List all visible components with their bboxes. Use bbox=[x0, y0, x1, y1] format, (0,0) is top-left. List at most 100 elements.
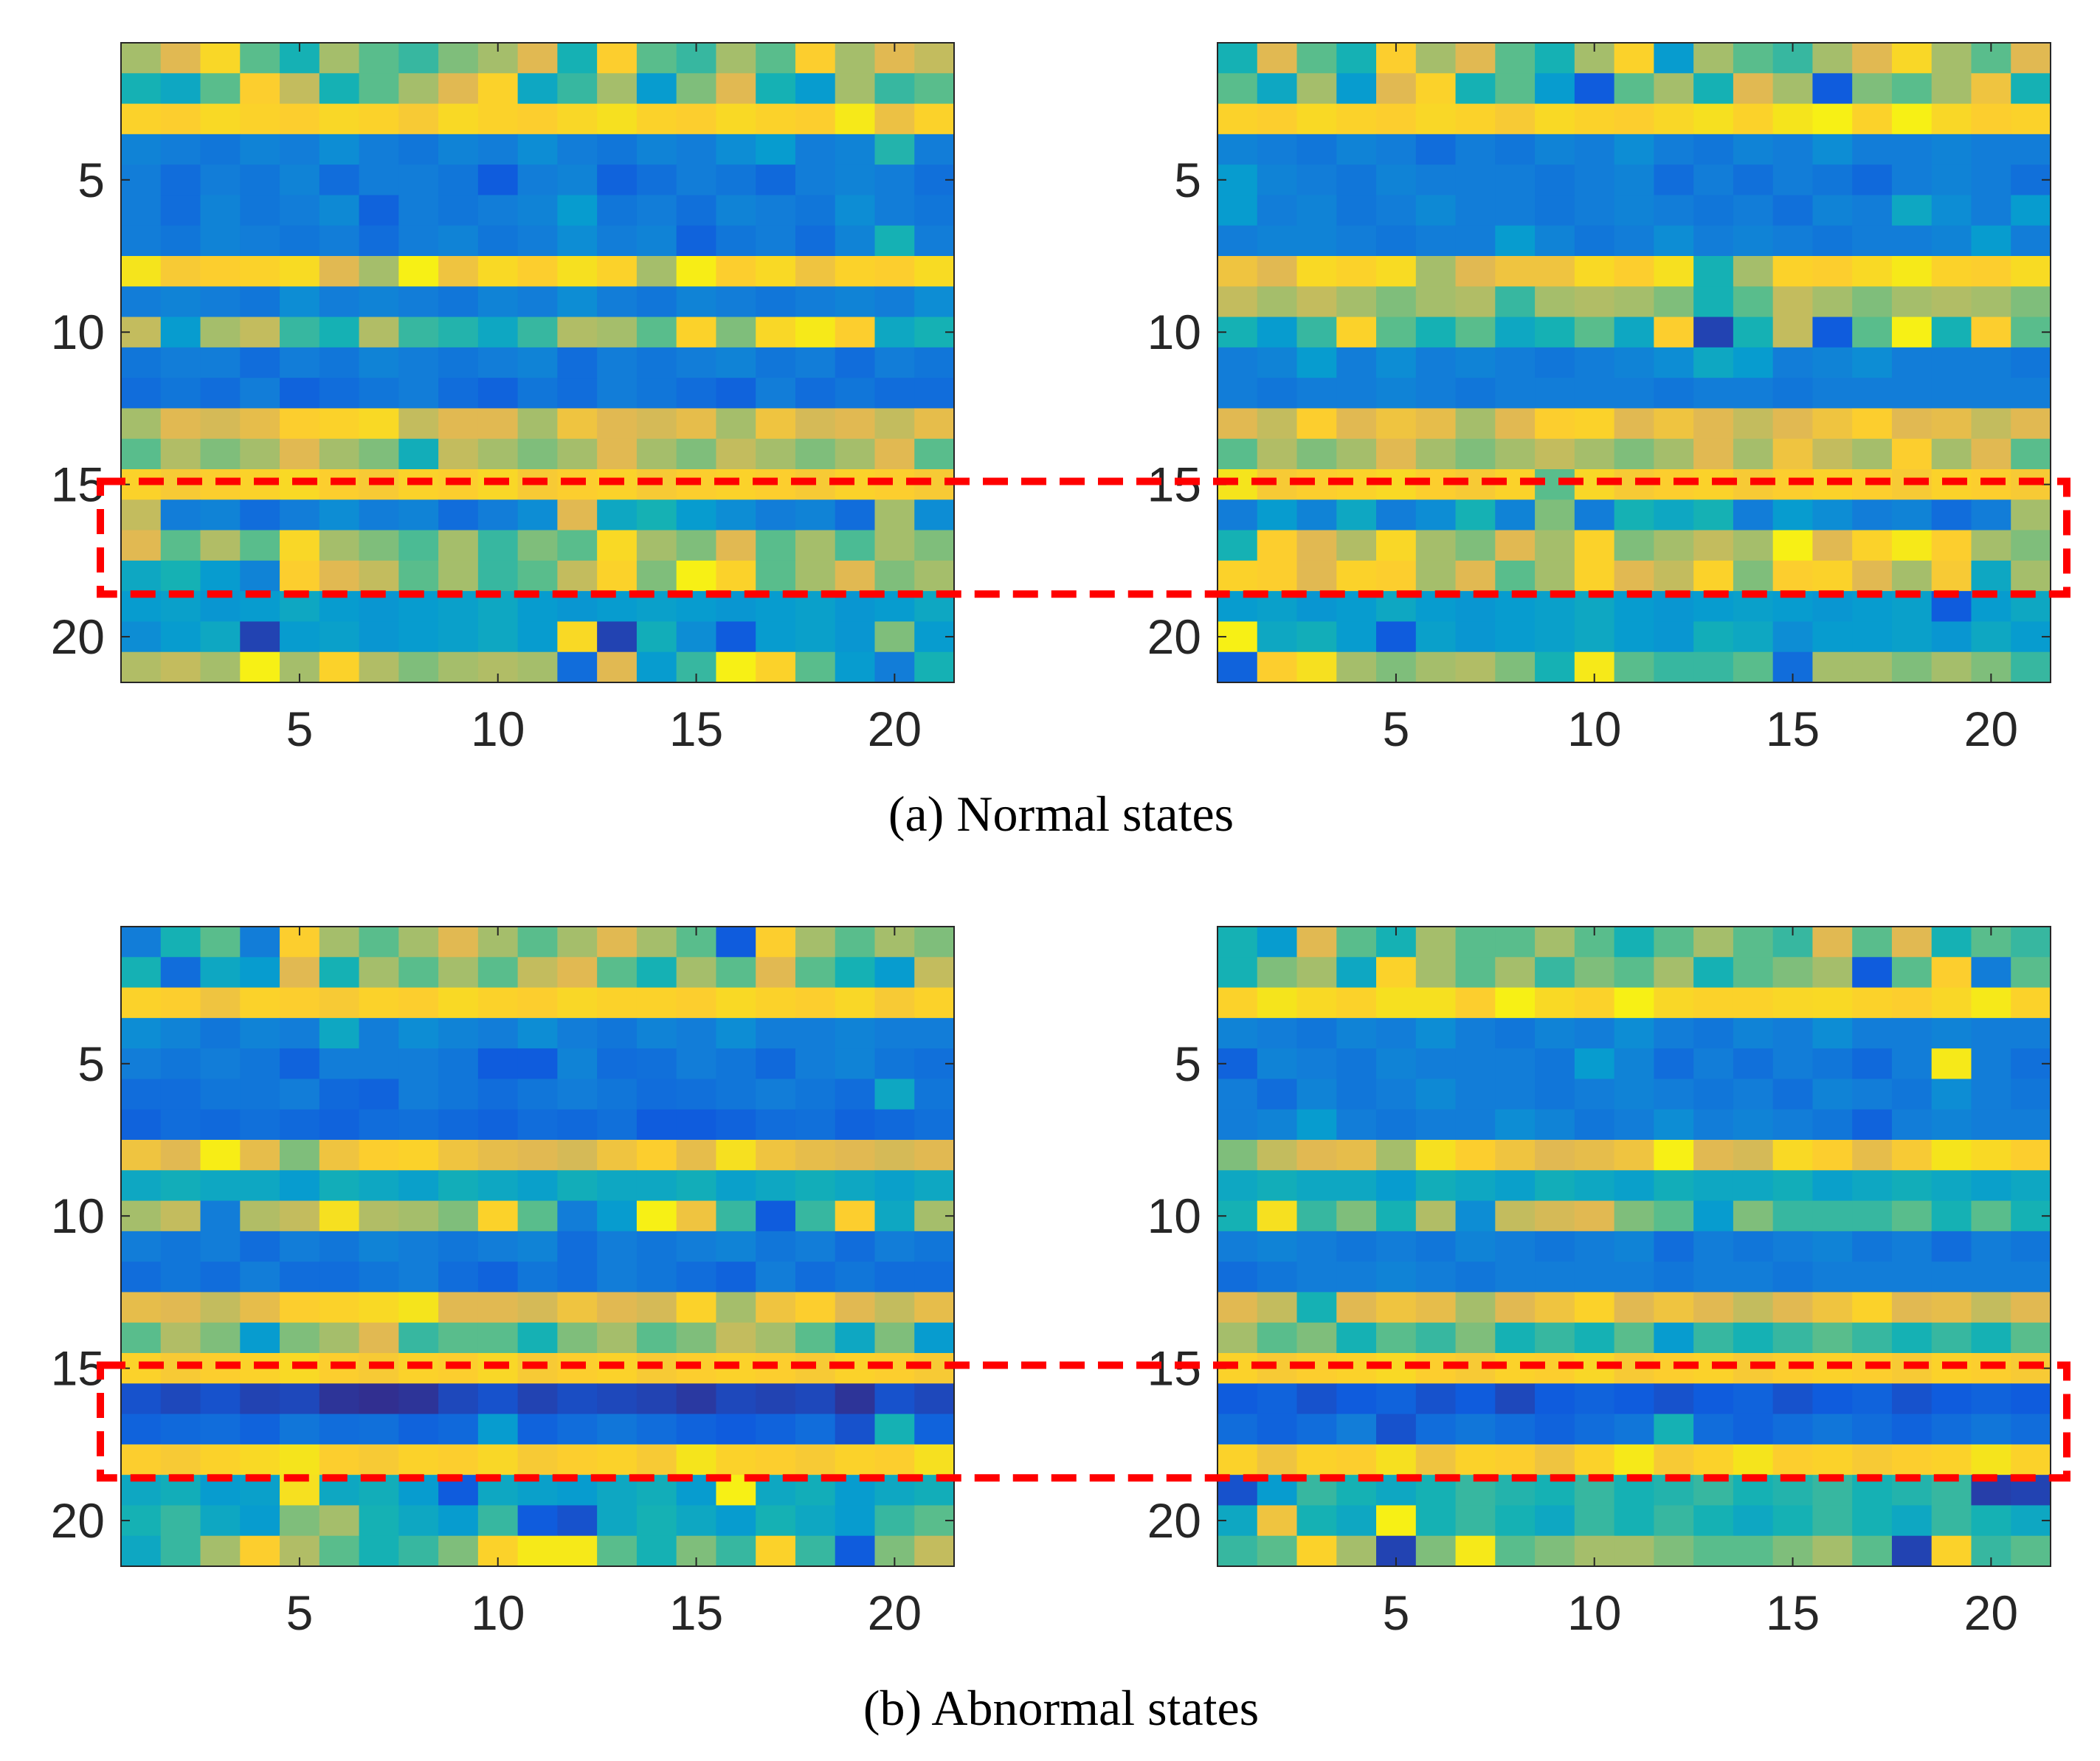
heatmap-cell bbox=[477, 316, 519, 348]
heatmap-cell bbox=[835, 1170, 876, 1202]
heatmap-cell bbox=[2011, 1017, 2051, 1049]
heatmap-cell bbox=[359, 1322, 399, 1354]
heatmap-cell bbox=[1455, 621, 1496, 653]
heatmap-cell bbox=[597, 1048, 638, 1080]
heatmap-cell bbox=[795, 134, 836, 165]
heatmap-cell bbox=[1693, 1505, 1734, 1537]
heatmap-cell bbox=[2011, 1262, 2051, 1293]
heatmap-cell bbox=[438, 987, 479, 1019]
heatmap-cell bbox=[795, 1048, 836, 1080]
heatmap-cell bbox=[280, 987, 320, 1019]
heatmap-cell bbox=[477, 1200, 519, 1232]
heatmap-cell bbox=[874, 408, 915, 440]
heatmap-cell bbox=[240, 1414, 280, 1445]
heatmap-cell bbox=[1415, 316, 1457, 348]
heatmap-cell bbox=[359, 1444, 399, 1475]
heatmap-cell bbox=[1336, 1079, 1377, 1110]
heatmap-cell bbox=[1614, 560, 1654, 592]
heatmap-cell bbox=[1415, 165, 1457, 196]
heatmap-cell bbox=[795, 1079, 836, 1110]
heatmap-cell bbox=[1495, 1535, 1536, 1567]
heatmap-cell bbox=[1574, 256, 1615, 287]
heatmap-cell bbox=[240, 1170, 280, 1202]
heatmap-cell bbox=[121, 195, 162, 226]
heatmap-cell bbox=[1733, 1505, 1774, 1537]
heatmap-cell bbox=[1455, 499, 1496, 531]
heatmap-cell bbox=[359, 1170, 399, 1202]
heatmap-cell bbox=[477, 1170, 519, 1202]
heatmap-cell bbox=[874, 286, 915, 318]
heatmap-cell bbox=[1812, 378, 1853, 409]
heatmap-cell bbox=[319, 621, 360, 653]
heatmap-cell bbox=[1654, 1140, 1694, 1171]
heatmap-cell bbox=[280, 1414, 320, 1445]
heatmap-cell bbox=[1296, 438, 1337, 470]
heatmap-cell bbox=[636, 195, 677, 226]
heatmap-cell bbox=[1733, 378, 1774, 409]
heatmap-cell bbox=[1336, 1109, 1377, 1141]
heatmap-cell bbox=[1535, 316, 1575, 348]
heatmap-cell bbox=[240, 1292, 280, 1324]
heatmap-cell bbox=[280, 438, 320, 470]
heatmap-cell bbox=[1931, 1140, 1972, 1171]
heatmap-cell bbox=[1891, 651, 1933, 683]
heatmap-cell bbox=[1654, 499, 1694, 531]
heatmap-cell bbox=[597, 1231, 638, 1262]
heatmap-cell bbox=[280, 560, 320, 592]
heatmap-cell bbox=[716, 1079, 756, 1110]
heatmap-cell bbox=[1654, 195, 1694, 226]
heatmap-cell bbox=[517, 103, 558, 135]
heatmap-cell bbox=[835, 1505, 876, 1537]
heatmap-cell bbox=[1415, 1200, 1457, 1232]
heatmap-cell bbox=[756, 134, 796, 165]
heatmap-cell bbox=[1852, 651, 1893, 683]
heatmap-cell bbox=[1654, 1109, 1694, 1141]
heatmap-cell bbox=[1891, 1414, 1933, 1445]
heatmap-cell bbox=[200, 165, 241, 196]
heatmap-cell bbox=[121, 927, 162, 958]
heatmap-cell bbox=[398, 1505, 439, 1537]
heatmap-cell bbox=[1455, 195, 1496, 226]
heatmap-cell bbox=[597, 1322, 638, 1354]
heatmap-cell bbox=[517, 378, 558, 409]
heatmap-cell bbox=[835, 621, 876, 653]
heatmap-cell bbox=[1296, 165, 1337, 196]
heatmap-cell bbox=[477, 987, 519, 1019]
heatmap-cell bbox=[438, 1292, 479, 1324]
heatmap-cell bbox=[1971, 134, 2011, 165]
heatmap-cell bbox=[835, 378, 876, 409]
heatmap-cell bbox=[121, 286, 162, 318]
heatmap-cell bbox=[1812, 927, 1853, 958]
heatmap-cell bbox=[200, 378, 241, 409]
heatmap-cell bbox=[1415, 1383, 1457, 1415]
heatmap-cell bbox=[1812, 1444, 1853, 1475]
x-tick-label: 10 bbox=[1567, 1585, 1621, 1640]
heatmap-cell bbox=[1376, 1505, 1417, 1537]
heatmap-cell bbox=[597, 408, 638, 440]
heatmap-cell bbox=[874, 1017, 915, 1049]
heatmap-cell bbox=[121, 1292, 162, 1324]
heatmap-cell bbox=[2011, 1444, 2051, 1475]
heatmap-cell bbox=[914, 927, 955, 958]
heatmap-cell bbox=[1336, 165, 1377, 196]
heatmap-cell bbox=[1217, 927, 1258, 958]
heatmap-cell bbox=[438, 1262, 479, 1293]
heatmap-cell bbox=[1852, 1535, 1893, 1567]
heatmap-cell bbox=[1376, 1017, 1417, 1049]
heatmap-cell bbox=[636, 1444, 677, 1475]
heatmap-cell bbox=[1693, 225, 1734, 257]
heatmap-cell bbox=[557, 1444, 598, 1475]
heatmap-cell bbox=[914, 408, 955, 440]
heatmap-cell bbox=[1257, 651, 1298, 683]
heatmap-cell bbox=[795, 438, 836, 470]
heatmap-cell bbox=[874, 530, 915, 561]
heatmap-cell bbox=[477, 1322, 519, 1354]
heatmap-cell bbox=[557, 1535, 598, 1567]
heatmap-cell bbox=[1495, 1414, 1536, 1445]
heatmap-cell bbox=[1654, 1170, 1694, 1202]
heatmap-cell bbox=[1336, 195, 1377, 226]
heatmap-cell bbox=[1336, 134, 1377, 165]
heatmap-cell bbox=[160, 1292, 201, 1324]
heatmap-cell bbox=[1654, 256, 1694, 287]
heatmap-cell bbox=[517, 73, 558, 105]
